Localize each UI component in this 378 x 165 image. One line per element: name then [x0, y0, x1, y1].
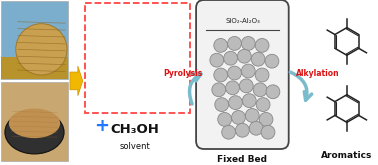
- Circle shape: [210, 53, 224, 67]
- Ellipse shape: [16, 24, 67, 75]
- Circle shape: [212, 83, 226, 97]
- Circle shape: [266, 85, 280, 99]
- Circle shape: [214, 68, 228, 82]
- Bar: [1, 1, 68, 79]
- FancyBboxPatch shape: [196, 0, 289, 149]
- Circle shape: [224, 51, 237, 65]
- Text: OH: OH: [110, 61, 125, 70]
- Circle shape: [255, 68, 269, 82]
- Bar: [1, 82, 68, 161]
- Circle shape: [265, 54, 279, 68]
- Circle shape: [237, 49, 251, 63]
- FancyArrowPatch shape: [189, 74, 201, 104]
- Text: +: +: [94, 117, 109, 135]
- Text: SiO₂-Al₂O₃: SiO₂-Al₂O₃: [225, 18, 260, 24]
- Circle shape: [242, 64, 255, 78]
- FancyBboxPatch shape: [85, 3, 190, 114]
- Circle shape: [239, 79, 253, 93]
- Text: OH: OH: [155, 27, 166, 35]
- Circle shape: [253, 83, 267, 97]
- Ellipse shape: [5, 111, 64, 154]
- Text: Fixed Bed: Fixed Bed: [217, 155, 267, 164]
- Circle shape: [245, 109, 259, 122]
- Text: CH₃: CH₃: [153, 72, 170, 79]
- Circle shape: [261, 125, 275, 139]
- Circle shape: [215, 98, 229, 112]
- Text: Alkylation: Alkylation: [296, 68, 339, 78]
- Text: O: O: [115, 35, 121, 44]
- Text: Aromatics: Aromatics: [321, 151, 373, 160]
- Circle shape: [235, 123, 249, 137]
- Text: Monophenols: Monophenols: [108, 102, 166, 111]
- Circle shape: [242, 36, 255, 50]
- Circle shape: [218, 113, 232, 126]
- Text: Pyrolysis: Pyrolysis: [164, 68, 203, 78]
- FancyArrowPatch shape: [290, 72, 312, 100]
- Ellipse shape: [9, 109, 60, 138]
- Polygon shape: [70, 66, 83, 96]
- Circle shape: [229, 96, 242, 110]
- Circle shape: [249, 121, 263, 135]
- Circle shape: [259, 113, 273, 126]
- Circle shape: [228, 66, 242, 80]
- Text: solvent: solvent: [119, 142, 150, 151]
- Circle shape: [226, 81, 239, 95]
- Circle shape: [222, 125, 235, 139]
- Circle shape: [251, 52, 265, 66]
- Bar: [1, 57, 68, 79]
- Circle shape: [256, 98, 270, 112]
- Circle shape: [242, 94, 256, 108]
- Circle shape: [232, 111, 245, 124]
- Circle shape: [214, 38, 228, 52]
- Text: Lignin-derived: Lignin-derived: [106, 96, 168, 105]
- Circle shape: [228, 36, 242, 50]
- Text: O: O: [148, 71, 154, 80]
- Text: CH₃OH: CH₃OH: [110, 123, 160, 136]
- Circle shape: [255, 38, 269, 52]
